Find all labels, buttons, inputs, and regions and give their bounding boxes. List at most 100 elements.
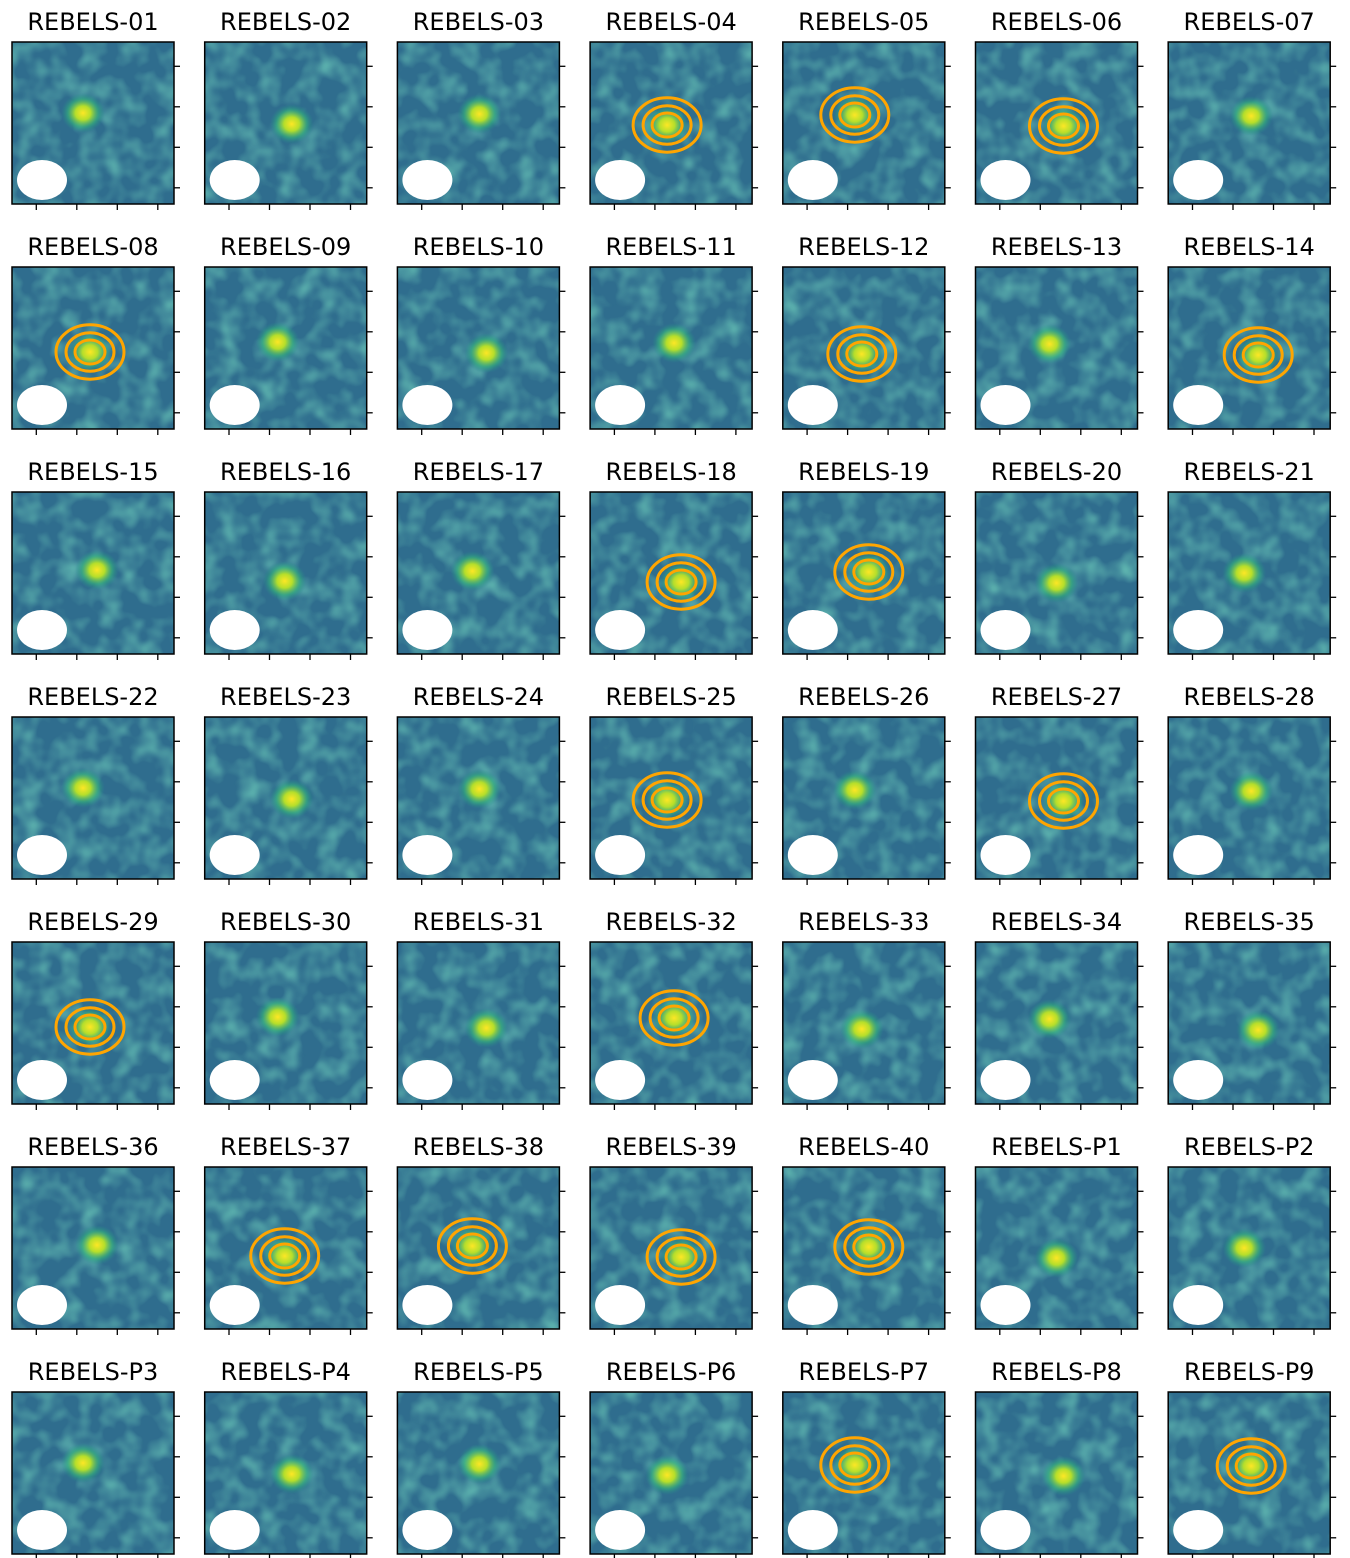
source [1229, 96, 1274, 136]
image [397, 1167, 560, 1329]
beam [980, 610, 1031, 650]
frame [1167, 1166, 1331, 1330]
beam [980, 385, 1031, 425]
panel: REBELS-25 [589, 683, 759, 885]
image [12, 1392, 174, 1554]
panel-title: REBELS-24 [413, 683, 544, 711]
panel: REBELS-01 [11, 8, 180, 210]
panel-title: REBELS-38 [413, 1133, 544, 1161]
panel: REBELS-17 [396, 458, 566, 660]
panel: REBELS-P7 [782, 1358, 951, 1558]
frame [396, 491, 561, 655]
panel-title: REBELS-08 [27, 233, 158, 261]
beam [402, 385, 453, 425]
panel-title: REBELS-P7 [799, 1358, 929, 1386]
panel: REBELS-14 [1167, 233, 1337, 435]
panel-title: REBELS-09 [220, 233, 351, 261]
panel: REBELS-16 [203, 458, 373, 660]
image [975, 267, 1138, 429]
image [782, 717, 945, 879]
panel-title: REBELS-03 [413, 8, 544, 36]
contour [1028, 772, 1099, 830]
panel-title: REBELS-07 [1184, 8, 1315, 36]
source [269, 104, 314, 144]
beam [209, 1060, 260, 1100]
image [204, 42, 367, 204]
frame [203, 1166, 368, 1330]
contour [664, 1243, 698, 1271]
contour [836, 333, 888, 375]
source [1222, 553, 1267, 593]
panel-title: REBELS-P1 [991, 1133, 1121, 1161]
panel-title: REBELS-21 [1184, 458, 1315, 486]
contour [655, 561, 707, 603]
contour [843, 1226, 895, 1268]
contour [657, 1004, 691, 1032]
source [61, 768, 105, 808]
beam [595, 610, 646, 650]
source [832, 770, 877, 810]
source [61, 1443, 105, 1483]
contour [1234, 1452, 1268, 1480]
image [204, 942, 367, 1104]
frame [396, 266, 561, 430]
image [204, 1167, 367, 1329]
contour [845, 340, 879, 368]
contour [259, 1235, 311, 1277]
panel-title: REBELS-P2 [1184, 1133, 1314, 1161]
panel: REBELS-20 [974, 458, 1144, 660]
panel: REBELS-02 [203, 8, 373, 210]
source [457, 94, 502, 134]
frame [974, 266, 1139, 430]
image [397, 42, 560, 204]
frame [396, 1166, 561, 1330]
panel: REBELS-07 [1167, 8, 1337, 210]
beam [787, 1285, 838, 1325]
contour [645, 553, 717, 611]
source [1236, 1010, 1281, 1050]
contour [838, 101, 872, 129]
frame [396, 1391, 561, 1555]
image [782, 267, 945, 429]
panel-title: REBELS-40 [798, 1133, 929, 1161]
frame [782, 266, 946, 430]
panel: REBELS-30 [203, 908, 373, 1110]
panel-title: REBELS-12 [798, 233, 929, 261]
panel: REBELS-P1 [974, 1133, 1144, 1335]
panel-title: REBELS-P6 [606, 1358, 736, 1386]
panel: REBELS-03 [396, 8, 566, 210]
source [255, 997, 300, 1037]
panel-title: REBELS-33 [798, 908, 929, 936]
contour [1038, 105, 1089, 147]
panel: REBELS-11 [589, 233, 759, 435]
beam [209, 835, 260, 875]
panel: REBELS-39 [589, 1133, 759, 1335]
image [12, 492, 174, 654]
panel-title: REBELS-P9 [1184, 1358, 1314, 1386]
panel: REBELS-23 [203, 683, 373, 885]
image [1168, 42, 1331, 204]
contour [650, 111, 684, 139]
contour [1028, 97, 1099, 155]
beam [402, 1285, 453, 1325]
contour [833, 1218, 905, 1276]
panel-title: REBELS-04 [605, 8, 736, 36]
panel: REBELS-31 [396, 908, 566, 1110]
panel-title: REBELS-25 [605, 683, 736, 711]
panel: REBELS-09 [203, 233, 373, 435]
image [204, 267, 367, 429]
beam [787, 160, 838, 200]
beam [17, 610, 67, 650]
image [782, 492, 945, 654]
frame [589, 491, 753, 655]
source [255, 322, 300, 362]
source [1041, 1456, 1086, 1496]
beam [17, 1510, 67, 1550]
frame [203, 266, 368, 430]
source [1034, 1238, 1079, 1278]
frame [974, 1166, 1139, 1330]
panel-title: REBELS-28 [1184, 683, 1315, 711]
panel-title: REBELS-18 [605, 458, 736, 486]
frame [589, 1166, 753, 1330]
image [397, 267, 560, 429]
